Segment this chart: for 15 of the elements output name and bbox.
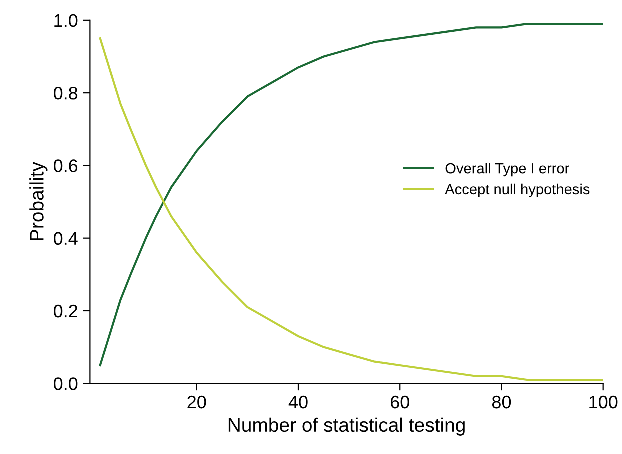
y-tick-label: 0.2: [54, 304, 78, 318]
x-tick-label: 20: [188, 396, 206, 409]
legend-label: Overall Type I error: [446, 163, 570, 177]
y-axis-title: Probaility: [30, 162, 48, 240]
x-tick-label: 80: [492, 396, 512, 409]
x-axis-title: Number of statistical testing: [228, 418, 465, 436]
x-tick-label: 40: [288, 396, 308, 409]
x-tick-label: 100: [590, 396, 618, 409]
y-tick-label: 0.4: [54, 232, 78, 246]
x-tick-label: 60: [390, 396, 410, 409]
y-tick-label: 1.0: [54, 14, 78, 28]
y-tick-label: 0.6: [54, 160, 78, 172]
legend-label: Accept null hypothesis: [445, 184, 590, 198]
y-tick-label: 0.8: [54, 87, 78, 100]
y-tick-label: 0.0: [54, 378, 78, 390]
